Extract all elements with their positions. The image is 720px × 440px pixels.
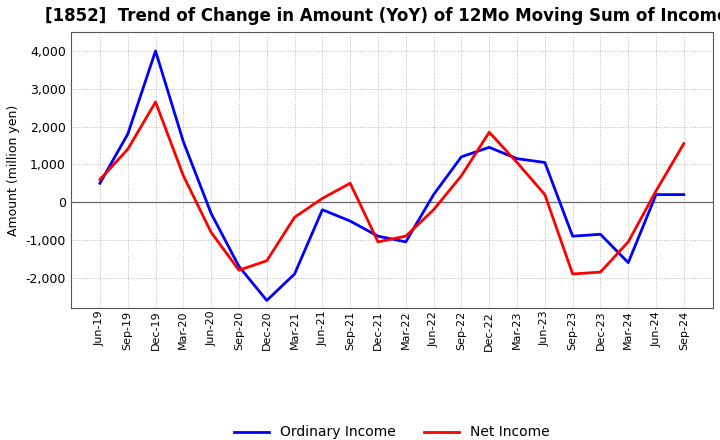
Ordinary Income (624, 260, 633, 265)
Y-axis label: Amount (million yen): Amount (million yen) (7, 104, 20, 236)
Ordinary Income (346, 218, 354, 224)
Net Income (151, 99, 160, 105)
Ordinary Income (513, 156, 521, 161)
Net Income (263, 258, 271, 264)
Net Income (541, 192, 549, 197)
Ordinary Income (235, 264, 243, 269)
Ordinary Income (652, 192, 660, 197)
Ordinary Income (318, 207, 327, 213)
Ordinary Income (596, 231, 605, 237)
Ordinary Income (123, 132, 132, 137)
Net Income (290, 215, 299, 220)
Legend: Ordinary Income, Net Income: Ordinary Income, Net Income (229, 419, 555, 440)
Ordinary Income (457, 154, 466, 159)
Net Income (457, 173, 466, 178)
Ordinary Income (96, 180, 104, 186)
Net Income (680, 141, 688, 146)
Ordinary Income (429, 192, 438, 197)
Net Income (596, 269, 605, 275)
Net Income (346, 180, 354, 186)
Net Income (123, 147, 132, 152)
Net Income (402, 234, 410, 239)
Ordinary Income (290, 271, 299, 277)
Net Income (624, 239, 633, 245)
Ordinary Income (680, 192, 688, 197)
Net Income (207, 230, 215, 235)
Line: Ordinary Income: Ordinary Income (100, 51, 684, 301)
Ordinary Income (402, 239, 410, 245)
Title: [1852]  Trend of Change in Amount (YoY) of 12Mo Moving Sum of Incomes: [1852] Trend of Change in Amount (YoY) o… (45, 7, 720, 25)
Ordinary Income (485, 145, 493, 150)
Net Income (374, 239, 382, 245)
Net Income (235, 268, 243, 273)
Net Income (568, 271, 577, 277)
Net Income (429, 207, 438, 213)
Net Income (513, 160, 521, 165)
Ordinary Income (207, 211, 215, 216)
Ordinary Income (568, 234, 577, 239)
Net Income (179, 173, 188, 178)
Net Income (485, 130, 493, 135)
Net Income (96, 177, 104, 182)
Ordinary Income (263, 298, 271, 303)
Line: Net Income: Net Income (100, 102, 684, 274)
Ordinary Income (541, 160, 549, 165)
Net Income (318, 196, 327, 201)
Ordinary Income (179, 139, 188, 144)
Ordinary Income (374, 234, 382, 239)
Net Income (652, 188, 660, 194)
Ordinary Income (151, 48, 160, 54)
